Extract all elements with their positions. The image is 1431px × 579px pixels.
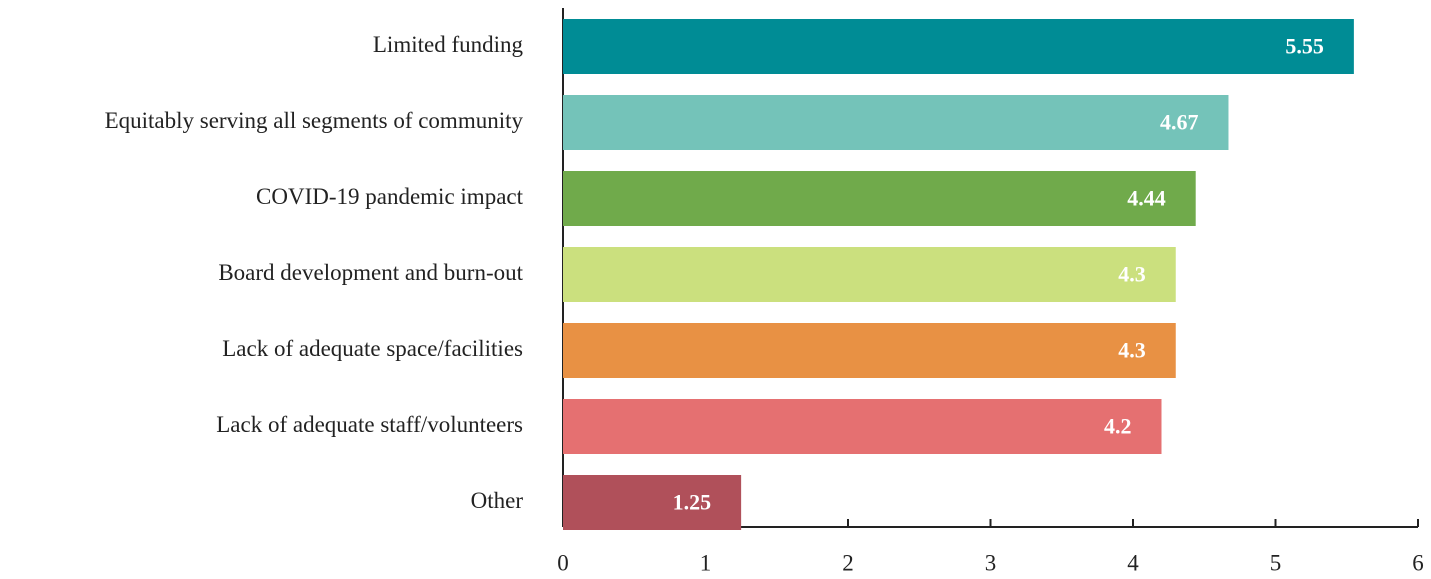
value-label: 4.44 xyxy=(1127,186,1166,211)
y-tick-label: Lack of adequate space/facilities xyxy=(222,336,523,361)
x-tick-label: 0 xyxy=(557,550,569,575)
x-tick-label: 1 xyxy=(700,550,712,575)
bar xyxy=(563,399,1162,454)
x-tick-label: 4 xyxy=(1127,550,1139,575)
bar xyxy=(563,19,1354,74)
value-label: 4.3 xyxy=(1118,262,1146,287)
x-tick-label: 5 xyxy=(1270,550,1282,575)
value-label: 4.2 xyxy=(1104,414,1132,439)
y-tick-label: Limited funding xyxy=(373,32,524,57)
y-tick-label: Lack of adequate staff/volunteers xyxy=(216,412,523,437)
bar xyxy=(563,95,1229,150)
value-label: 5.55 xyxy=(1285,34,1324,59)
value-label: 1.25 xyxy=(673,490,712,515)
bar xyxy=(563,171,1196,226)
x-tick-label: 6 xyxy=(1412,550,1424,575)
y-tick-label: COVID-19 pandemic impact xyxy=(256,184,524,209)
x-tick-label: 3 xyxy=(985,550,997,575)
y-tick-label: Other xyxy=(471,488,524,513)
x-tick-label: 2 xyxy=(842,550,854,575)
y-tick-label: Board development and burn-out xyxy=(218,260,523,285)
value-label: 4.67 xyxy=(1160,110,1199,135)
bar xyxy=(563,475,742,530)
bar xyxy=(563,247,1176,302)
value-label: 4.3 xyxy=(1118,338,1146,363)
bar xyxy=(563,323,1176,378)
y-tick-label: Equitably serving all segments of commun… xyxy=(105,108,524,133)
